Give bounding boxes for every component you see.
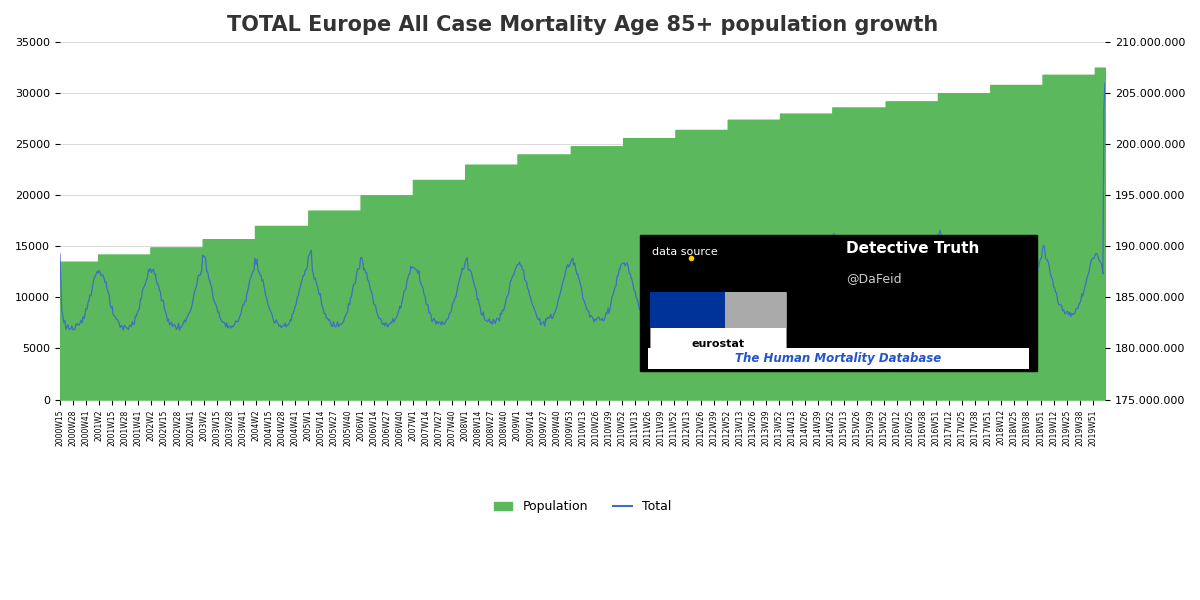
FancyBboxPatch shape xyxy=(650,292,786,328)
FancyBboxPatch shape xyxy=(650,292,786,356)
FancyBboxPatch shape xyxy=(640,235,1037,371)
Text: The Human Mortality Database: The Human Mortality Database xyxy=(736,352,942,365)
FancyBboxPatch shape xyxy=(725,292,786,328)
Text: Detective Truth: Detective Truth xyxy=(846,241,979,256)
Text: @DaFeid: @DaFeid xyxy=(846,272,902,284)
Text: eurostat: eurostat xyxy=(691,339,745,349)
Text: data source: data source xyxy=(653,247,718,257)
Title: TOTAL Europe All Case Mortality Age 85+ population growth: TOTAL Europe All Case Mortality Age 85+ … xyxy=(227,15,938,35)
FancyBboxPatch shape xyxy=(648,348,1028,369)
Legend: Population, Total: Population, Total xyxy=(488,496,676,518)
